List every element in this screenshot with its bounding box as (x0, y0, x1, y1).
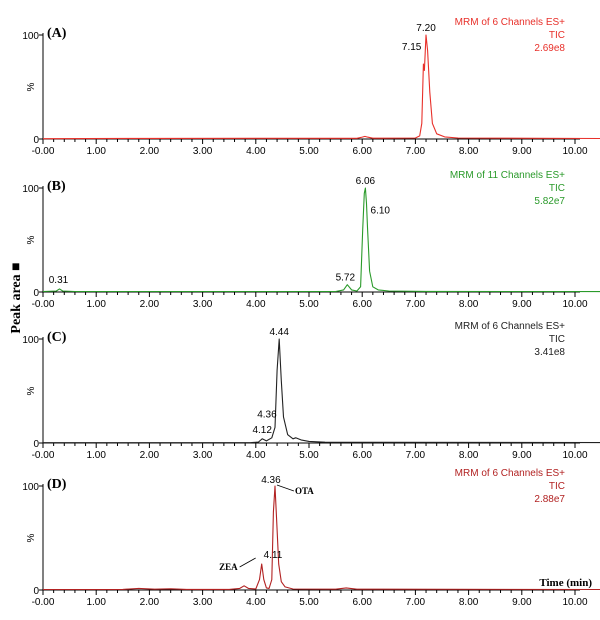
panel-3-label: (C) (47, 330, 67, 345)
panel-4-x-tick-label: 6.00 (352, 597, 372, 608)
panel-3-x-tick-label: 1.00 (86, 450, 106, 461)
panel-2-label: (B) (47, 179, 66, 194)
panel-3-x-tick-label: -0.00 (32, 450, 55, 461)
ota-annotation: OTA (295, 486, 314, 496)
panel-4-peak-label: 4.36 (261, 475, 281, 486)
panel-2-x-tick-label: 8.00 (459, 299, 479, 310)
panel-3-trace-tic (43, 338, 600, 444)
panel-3-info-line: TIC (549, 334, 565, 345)
panel-3-x-tick-label: 3.00 (193, 450, 213, 461)
panel-3-info-line: MRM of 6 Channels ES+ (455, 321, 565, 332)
panel-1-x-tick-label: 4.00 (246, 146, 266, 157)
panel-3-y-tick-label-0: 0 (33, 439, 39, 450)
panel-1-x-tick-label: 9.00 (512, 146, 532, 157)
panel-2-y-axis-label: % (26, 235, 37, 244)
panel-1-x-tick-label: -0.00 (32, 146, 55, 157)
panel-2-peak-label: 0.31 (49, 275, 69, 286)
panel-1-x-tick-label: 10.00 (562, 146, 587, 157)
panel-3-x-tick-label: 5.00 (299, 450, 319, 461)
panel-1-x-tick-label: 6.00 (352, 146, 372, 157)
panel-3-peak-label: 4.12 (252, 425, 272, 436)
panel-1-info-line: TIC (549, 30, 565, 41)
panel-2-x-tick-label: 4.00 (246, 299, 266, 310)
panel-3-x-tick-label: 7.00 (406, 450, 426, 461)
panel-3-x-tick-label: 6.00 (352, 450, 372, 461)
panel-4-label: (D) (47, 477, 67, 492)
panel-2-x-tick-label: 9.00 (512, 299, 532, 310)
panel-2-y-tick-label-100: 100 (22, 184, 39, 195)
panel-4-x-tick-label: 4.00 (246, 597, 266, 608)
x-axis-title: Time (min) (539, 577, 592, 589)
panel-3-info-line: 3.41e8 (534, 347, 565, 358)
panel-4-peak-label: 4.11 (264, 550, 283, 561)
panel-2-x-tick-label: 10.00 (562, 299, 587, 310)
panel-3-peak-label: 4.36 (257, 409, 277, 420)
panel-2-info-line: MRM of 11 Channels ES+ (450, 170, 565, 181)
panel-4-trace-tic (42, 485, 600, 591)
panel-4-x-tick-label: -0.00 (32, 597, 55, 608)
panel-4-x-tick-label: 2.00 (140, 597, 160, 608)
panel-1-y-axis-label: % (26, 82, 37, 91)
panel-2-x-tick-label: 1.00 (86, 299, 106, 310)
panel-4-x-tick-label: 5.00 (299, 597, 319, 608)
panel-1-x-tick-label: 8.00 (459, 146, 479, 157)
panel-1-x-tick-label: 3.00 (193, 146, 213, 157)
panel-1-info-line: 2.69e8 (534, 43, 565, 54)
panel-2-x-tick-label: 7.00 (406, 299, 426, 310)
panel-2-x-tick-label: 5.00 (299, 299, 319, 310)
panel-2-x-tick-label: -0.00 (32, 299, 55, 310)
panel-3-peak-label: 4.44 (269, 327, 289, 338)
panel-1-peak-label: 7.20 (416, 23, 436, 34)
panel-4-info-line: 2.88e7 (534, 494, 565, 505)
panel-2-x-tick-label: 2.00 (140, 299, 160, 310)
panel-3-x-tick-label: 10.00 (562, 450, 587, 461)
zea-arrow (239, 557, 256, 568)
panel-1-label: (A) (47, 26, 67, 41)
panel-3-y-tick-label-100: 100 (22, 335, 39, 346)
panel-1-peak-label: 7.15 (402, 42, 422, 53)
panel-4-x-tick-label: 8.00 (459, 597, 479, 608)
panel-4-y-tick-label-0: 0 (33, 586, 39, 597)
panel-4-y-tick-label-100: 100 (22, 482, 39, 493)
panel-3-y-axis-label: % (26, 386, 37, 395)
panel-1-x-tick-label: 1.00 (86, 146, 106, 157)
panel-2-info-line: TIC (549, 183, 565, 194)
panel-2-info-line: 5.82e7 (534, 196, 565, 207)
panel-1-x-tick-label: 2.00 (140, 146, 160, 157)
ota-arrow (276, 484, 295, 492)
panel-3-x-tick-label: 2.00 (140, 450, 160, 461)
panel-2-y-tick-label-0: 0 (33, 288, 39, 299)
panel-1-x-tick-label: 5.00 (299, 146, 319, 157)
panel-4-x-tick-label: 1.00 (86, 597, 106, 608)
panel-1-y-tick-label-100: 100 (22, 31, 39, 42)
panel-2-peak-label: 5.72 (336, 273, 356, 284)
panel-2-x-tick-label: 3.00 (193, 299, 213, 310)
panel-3-x-tick-label: 8.00 (459, 450, 479, 461)
panel-1-y-tick-label-0: 0 (33, 135, 39, 146)
panel-2-peak-label: 6.06 (356, 176, 376, 187)
panel-4-x-tick-label: 10.00 (562, 597, 587, 608)
panel-1-info-line: MRM of 6 Channels ES+ (455, 17, 565, 28)
panel-4-info-line: TIC (549, 481, 565, 492)
panel-4-y-axis-label: % (26, 533, 37, 542)
panel-4-info-line: MRM of 6 Channels ES+ (455, 468, 565, 479)
panel-3-x-tick-label: 4.00 (246, 450, 266, 461)
panel-1-trace-tic (42, 34, 600, 140)
panel-3-x-tick-label: 9.00 (512, 450, 532, 461)
panel-4-x-tick-label: 9.00 (512, 597, 532, 608)
panel-2-trace-tic (42, 187, 600, 293)
panel-4-x-tick-label: 3.00 (193, 597, 213, 608)
panel-2-peak-label: 6.10 (371, 206, 391, 217)
panel-4-x-tick-label: 7.00 (406, 597, 426, 608)
zea-annotation: ZEA (219, 562, 238, 572)
panel-2-x-tick-label: 6.00 (352, 299, 372, 310)
panel-1-x-tick-label: 7.00 (406, 146, 426, 157)
